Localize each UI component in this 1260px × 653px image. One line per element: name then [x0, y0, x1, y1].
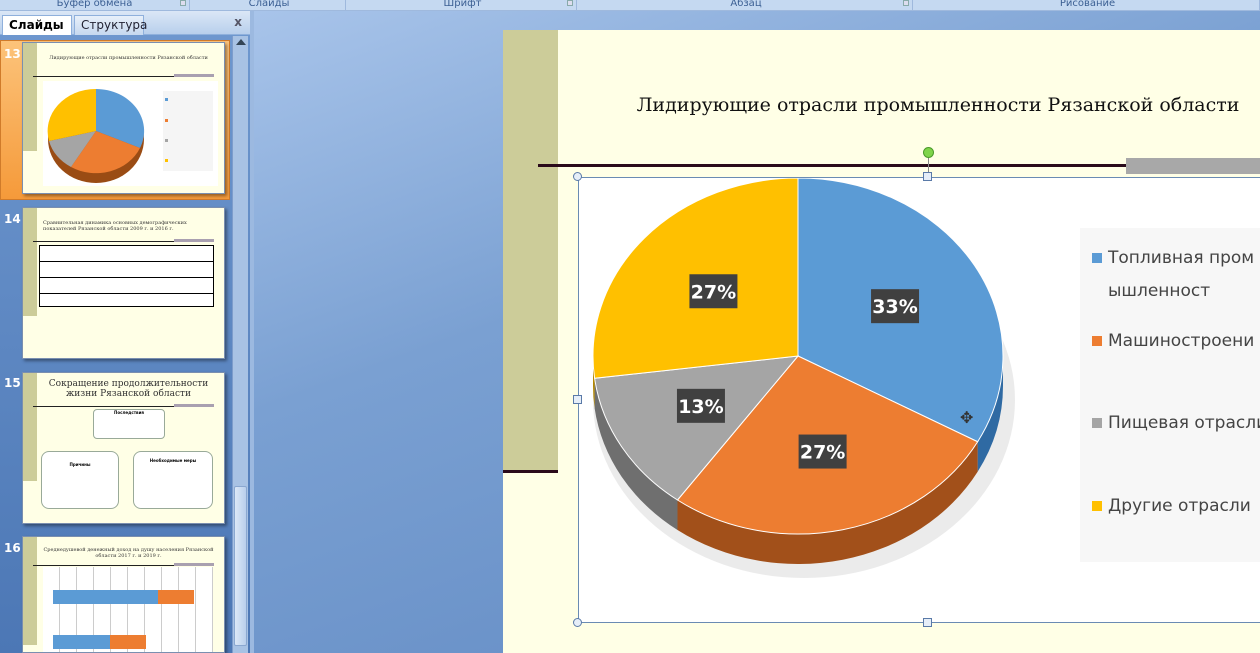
data-label: 27% — [800, 442, 845, 464]
tab-outline[interactable]: Структура — [74, 15, 147, 35]
slide-number: 16 — [4, 541, 21, 555]
slide-side-band — [503, 30, 558, 470]
dialog-launcher-icon[interactable] — [180, 0, 186, 6]
legend-label: Пищевая отрасли — [1108, 413, 1260, 433]
ribbon-group-font: Шрифт — [349, 0, 577, 10]
resize-handle-sw[interactable] — [573, 618, 582, 627]
legend-item: Другие отрасли — [1092, 490, 1251, 523]
title-divider — [538, 164, 1260, 167]
legend-item: Топливная промышленност — [1092, 242, 1258, 308]
legend-label: Топливная промышленност — [1108, 248, 1255, 301]
panel-splitter[interactable] — [250, 11, 254, 653]
ribbon-group-labels: Буфер обмена Слайды Шрифт Абзац Рисовани… — [0, 0, 1260, 11]
legend-swatch — [1092, 253, 1102, 263]
group-label: Буфер обмена — [56, 0, 133, 9]
thumb-pie-chart — [43, 81, 218, 186]
close-panel-icon[interactable]: x — [234, 15, 242, 29]
thumb-bar — [158, 590, 194, 604]
thumb-line — [33, 565, 214, 566]
legend-swatch — [1092, 418, 1102, 428]
thumb-band — [23, 373, 37, 481]
slide-number: 14 — [4, 212, 21, 226]
scroll-up-icon[interactable] — [236, 39, 246, 45]
panel-scrollbar[interactable] — [232, 36, 248, 653]
slide-title[interactable]: Лидирующие отрасли промышленности Рязанс… — [636, 94, 1240, 116]
slides-panel: Слайды Структура x 13 Лидирующие отрасли… — [0, 11, 250, 653]
pie-chart: 33% 27% 13% 27% — [592, 178, 1015, 578]
thumb-bar — [174, 74, 214, 77]
thumb-box: Необходимые меры — [133, 451, 213, 509]
ribbon-group-drawing: Рисование — [916, 0, 1260, 10]
group-label: Рисование — [1059, 0, 1116, 9]
ribbon-group-slides: Слайды — [193, 0, 346, 10]
legend-item: Пищевая отрасли — [1092, 407, 1260, 440]
data-label-box — [798, 434, 847, 469]
group-label: Абзац — [730, 0, 762, 9]
thumb-bar — [53, 590, 158, 604]
legend-item: Машиностроени — [1092, 325, 1254, 358]
thumb-line — [33, 241, 214, 242]
thumb-box: Последствия — [93, 409, 165, 439]
decorative-bar — [1126, 158, 1260, 174]
thumb-title: Сравнительная динамика основных демограф… — [43, 220, 187, 232]
rotate-handle[interactable] — [923, 147, 934, 158]
tab-slides[interactable]: Слайды — [2, 15, 72, 35]
legend-label: Машиностроени — [1108, 331, 1255, 351]
thumb-bar — [174, 563, 214, 566]
resize-handle-n[interactable] — [923, 172, 932, 181]
panel-tabs: Слайды Структура x — [0, 11, 250, 35]
resize-handle-nw[interactable] — [573, 172, 582, 181]
chart-legend: Топливная промышленност Машиностроени Пи… — [1080, 228, 1260, 562]
slide-thumbnail-13[interactable]: Лидирующие отрасли промышленности Рязанс… — [22, 42, 225, 194]
group-label: Слайды — [248, 0, 290, 9]
thumb-box: Причины — [41, 451, 119, 509]
thumb-line — [33, 406, 214, 407]
slide-number: 15 — [4, 376, 21, 390]
rotation-stem — [928, 157, 929, 177]
legend-swatch — [1092, 336, 1102, 346]
pie-slice-side — [594, 378, 678, 531]
legend-label: Другие отрасли — [1108, 496, 1251, 516]
ribbon-group-clipboard: Буфер обмена — [0, 0, 190, 10]
pie-slice — [594, 355, 800, 501]
thumb-bar — [174, 239, 214, 242]
slide-thumbnail-14[interactable]: Сравнительная динамика основных демограф… — [22, 207, 225, 359]
thumb-band — [23, 43, 37, 151]
resize-handle-w[interactable] — [573, 395, 582, 404]
data-label: 27% — [691, 281, 736, 303]
thumb-bar — [110, 635, 146, 649]
band-line — [503, 470, 558, 473]
ribbon-group-paragraph: Абзац — [580, 0, 913, 10]
data-label-box — [676, 388, 725, 423]
data-label-box — [871, 289, 920, 324]
legend-swatch — [1092, 501, 1102, 511]
dialog-launcher-icon[interactable] — [903, 0, 909, 6]
thumb-line — [33, 76, 214, 77]
data-label-box — [689, 274, 738, 309]
thumb-title: Сокращение продолжительности жизни Рязан… — [48, 379, 209, 399]
thumb-bar — [53, 635, 110, 649]
slide-thumbnail-16[interactable]: Среднедушевой денежный доход на душу нас… — [22, 536, 225, 653]
dialog-launcher-icon[interactable] — [567, 0, 573, 6]
thumb-title: Среднедушевой денежный доход на душу нас… — [43, 547, 214, 559]
resize-handle-s[interactable] — [923, 618, 932, 627]
thumb-bar — [174, 404, 214, 407]
thumb-band — [23, 208, 37, 316]
scrollbar-thumb[interactable] — [234, 486, 247, 646]
pie-slice-side — [677, 441, 978, 564]
thumb-band — [23, 537, 37, 645]
thumb-table — [39, 245, 214, 307]
thumb-title: Лидирующие отрасли промышленности Рязанс… — [49, 55, 208, 61]
slide-thumbnail-15[interactable]: Сокращение продолжительности жизни Рязан… — [22, 372, 225, 524]
data-label: 33% — [872, 296, 917, 318]
slide-number: 13 — [4, 47, 21, 61]
group-label: Шрифт — [443, 0, 482, 9]
data-label: 13% — [678, 396, 723, 418]
pie-slice-side — [977, 356, 1003, 472]
move-cursor-icon: ✥ — [960, 408, 974, 427]
